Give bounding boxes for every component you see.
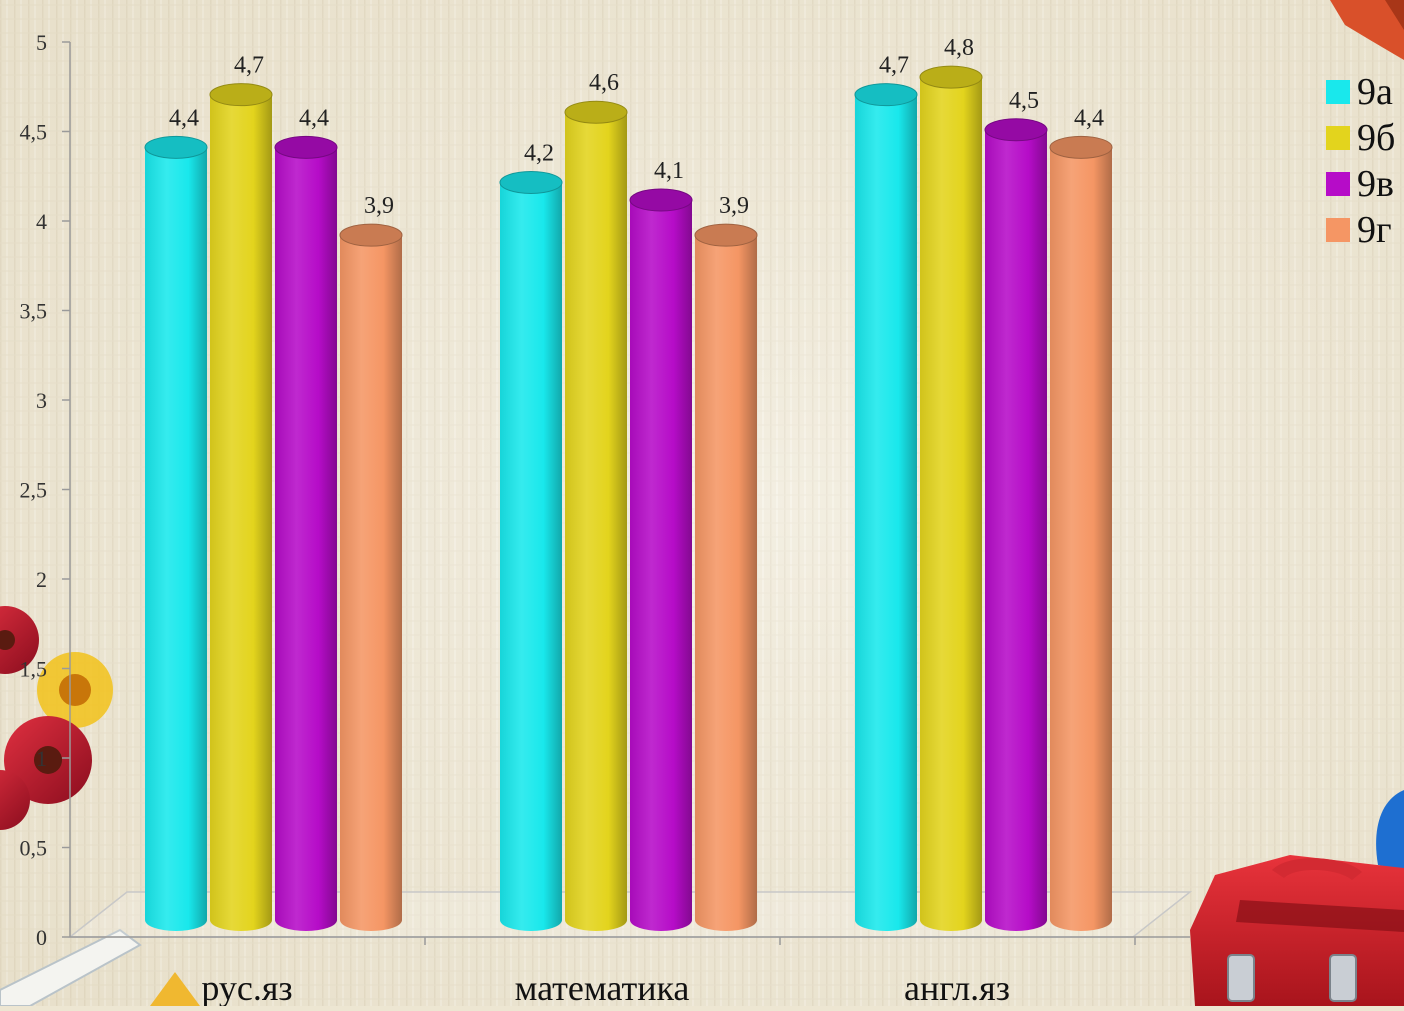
data-label: 4,1 <box>654 158 684 184</box>
bar <box>1049 135 1113 932</box>
bar-body <box>920 77 982 932</box>
legend-swatch <box>1326 126 1350 150</box>
bar <box>209 83 273 931</box>
data-label: 4,7 <box>879 53 909 79</box>
y-tick-label: 3 <box>36 388 47 413</box>
data-label: 4,8 <box>944 35 974 61</box>
bar-body <box>145 147 207 932</box>
legend-item: 9а <box>1326 71 1393 113</box>
legend-label: 9б <box>1357 117 1395 159</box>
bar-series <box>144 65 1113 932</box>
data-label: 4,2 <box>524 140 554 166</box>
x-category-label: рус.яз <box>201 968 292 1006</box>
legend-label: 9в <box>1357 163 1394 205</box>
y-tick-label: 5 <box>36 30 47 55</box>
y-axis: 0 0,5 1 1,5 2 2,5 3 3,5 4 4,5 5 <box>20 30 70 950</box>
legend-swatch <box>1326 172 1350 196</box>
x-category-label: англ.яз <box>904 968 1010 1006</box>
bar-top <box>854 83 918 107</box>
bar <box>144 135 208 932</box>
data-label: 3,9 <box>719 193 749 219</box>
bar-body <box>985 129 1047 932</box>
data-label: 4,4 <box>1074 105 1104 131</box>
bar-top <box>984 118 1048 142</box>
bar <box>984 118 1048 932</box>
y-tick-label: 2,5 <box>20 478 48 503</box>
x-category-label: математика <box>515 968 690 1006</box>
bar <box>339 223 403 931</box>
bar-body <box>695 235 757 931</box>
data-label: 4,5 <box>1009 88 1039 114</box>
bar-top <box>339 223 403 247</box>
y-tick-label: 0,5 <box>20 836 48 861</box>
bar <box>694 223 758 931</box>
legend-label: 9а <box>1357 71 1393 113</box>
legend-swatch <box>1326 218 1350 242</box>
bar-top <box>144 135 208 159</box>
bar-body <box>855 94 917 932</box>
data-labels: 4,4 4,7 4,4 3,9 4,2 4,6 4,1 3,9 4,7 4,8 4,5 4,4 <box>169 35 1104 219</box>
y-tick-label: 1,5 <box>20 657 48 682</box>
legend-item: 9в <box>1326 163 1394 205</box>
data-label: 4,7 <box>234 53 264 79</box>
bar-top <box>274 135 338 159</box>
bar <box>854 83 918 932</box>
bar <box>919 65 983 932</box>
bar <box>499 170 563 932</box>
x-axis: рус.яз математика англ.яз <box>201 937 1136 1008</box>
data-label: 4,4 <box>169 105 199 131</box>
legend-label: 9г <box>1357 209 1392 251</box>
legend-item: 9г <box>1326 209 1392 251</box>
data-label: 4,6 <box>589 70 619 96</box>
bar-body <box>630 200 692 932</box>
bar-body <box>275 147 337 932</box>
bar-top <box>564 100 628 124</box>
bar-body <box>340 235 402 931</box>
y-tick-label: 4,5 <box>20 120 48 145</box>
y-tick-label: 1 <box>36 746 47 771</box>
data-label: 3,9 <box>364 193 394 219</box>
leaf-decoration <box>1330 0 1404 60</box>
bar-top <box>629 188 693 212</box>
y-tick-label: 4 <box>36 209 47 234</box>
bar <box>629 188 693 932</box>
bar-body <box>565 112 627 932</box>
bar-top <box>1049 135 1113 159</box>
bar-top <box>209 83 273 107</box>
legend-swatch <box>1326 80 1350 104</box>
bar-top <box>499 170 563 194</box>
school-bag-decoration <box>1190 790 1404 1006</box>
y-tick-label: 0 <box>36 925 47 950</box>
bar-body <box>210 94 272 931</box>
bar <box>274 135 338 932</box>
y-tick-label: 2 <box>36 567 47 592</box>
bar-body <box>1050 147 1112 932</box>
bar-body <box>500 182 562 932</box>
y-tick-label: 3,5 <box>20 299 48 324</box>
data-label: 4,4 <box>299 105 329 131</box>
bar-top <box>694 223 758 247</box>
legend-item: 9б <box>1326 117 1395 159</box>
bar <box>564 100 628 932</box>
bar-top <box>919 65 983 89</box>
